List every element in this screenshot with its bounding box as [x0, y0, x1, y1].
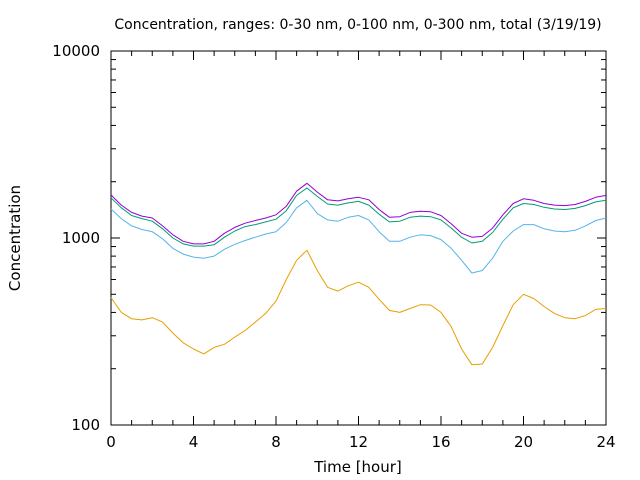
- x-axis-label: Time [hour]: [313, 458, 402, 476]
- series-line-4: [110, 182, 607, 245]
- y-tick-label: 10000: [52, 42, 100, 60]
- plot-frame: [110, 50, 607, 426]
- x-tick-label: 0: [106, 433, 116, 451]
- tick-labels: 0 4 8 12 16 20 24 100 1000 10000: [52, 42, 615, 451]
- series-line-1: [110, 249, 607, 366]
- x-tick-label: 20: [514, 433, 533, 451]
- x-tick-label: 16: [431, 433, 450, 451]
- x-tick-label: 8: [271, 433, 281, 451]
- series-line-3: [110, 187, 607, 247]
- y-tick-label: 1000: [62, 229, 100, 247]
- axis-ticks: [110, 50, 607, 426]
- y-tick-label: 100: [71, 416, 100, 434]
- y-axis-label: Concentration: [6, 185, 24, 291]
- x-tick-label: 12: [349, 433, 368, 451]
- x-tick-label: 24: [596, 433, 615, 451]
- x-tick-label: 4: [189, 433, 199, 451]
- chart-title: Concentration, ranges: 0-30 nm, 0-100 nm…: [114, 17, 601, 33]
- series-line-2: [110, 199, 607, 274]
- series-layer: [110, 182, 607, 366]
